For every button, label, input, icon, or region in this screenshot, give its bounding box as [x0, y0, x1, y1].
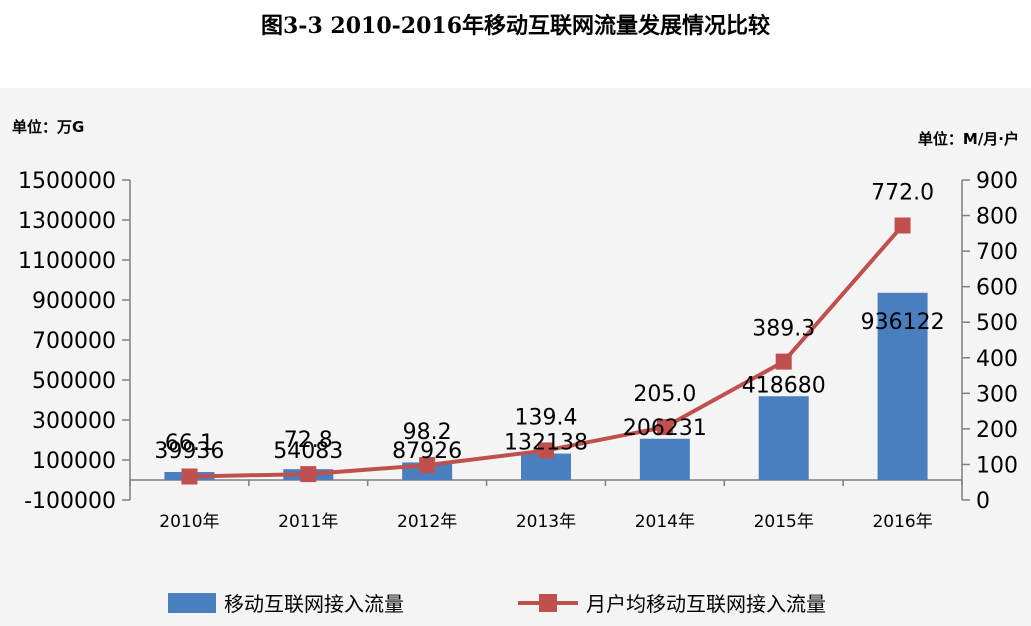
- line-point: [775, 353, 792, 370]
- legend-bar-swatch: [168, 592, 216, 613]
- x-tick-label: 2012年: [397, 512, 457, 532]
- bar: [639, 438, 690, 480]
- line-data-label: 72.8: [284, 428, 333, 453]
- right-axis-unit: 单位：M/月·户: [917, 130, 1019, 148]
- legend-bar-item: 移动互联网接入流量: [168, 588, 404, 617]
- chart-panel: [0, 88, 1031, 626]
- x-tick-label: 2013年: [516, 512, 576, 532]
- y-left-tick-label: 100000: [32, 449, 116, 474]
- line-data-label: 205.0: [633, 382, 696, 407]
- line-data-label: 772.0: [871, 181, 934, 206]
- chart-title: 图3-3 2010-2016年移动互联网流量发展情况比较: [261, 13, 770, 39]
- y-right-tick-label: 200: [976, 418, 1018, 443]
- bar: [877, 292, 928, 480]
- x-tick-label: 2010年: [159, 512, 219, 532]
- legend-bar-label: 移动互联网接入流量: [224, 592, 404, 616]
- left-axis-unit: 单位：万G: [12, 118, 85, 136]
- y-right-tick-label: 0: [976, 489, 990, 514]
- legend-line-item: 月户均移动互联网接入流量: [518, 588, 826, 617]
- bar-data-label: 132138: [504, 431, 588, 456]
- x-tick-label: 2014年: [635, 512, 695, 532]
- line-data-label: 66.1: [165, 431, 214, 456]
- line-data-label: 389.3: [752, 317, 815, 342]
- line-data-label: 139.4: [515, 405, 578, 430]
- x-tick-label: 2016年: [872, 512, 932, 532]
- y-right-tick-label: 300: [976, 382, 1018, 407]
- y-left-tick-label: -100000: [24, 489, 116, 514]
- bar-data-label: 87926: [392, 439, 462, 464]
- y-right-tick-label: 700: [976, 240, 1018, 265]
- bar-data-label: 39936: [154, 439, 224, 464]
- y-left-tick-label: 1500000: [18, 169, 116, 194]
- y-left-tick-label: 1300000: [18, 209, 116, 234]
- y-right-tick-label: 800: [976, 205, 1018, 230]
- line-point: [538, 442, 554, 459]
- line-point: [894, 217, 911, 234]
- line-point: [656, 419, 673, 436]
- y-left-tick-label: 700000: [32, 329, 116, 354]
- y-left-tick-label: 900000: [32, 289, 116, 314]
- line-point: [181, 468, 198, 485]
- legend-line-label: 月户均移动互联网接入流量: [586, 592, 826, 616]
- y-right-tick-label: 100: [976, 453, 1018, 478]
- y-left-tick-label: 300000: [32, 409, 116, 434]
- y-right-tick-label: 900: [976, 169, 1018, 194]
- y-right-tick-label: 500: [976, 311, 1018, 336]
- bar-data-label: 936122: [861, 310, 945, 335]
- y-right-tick-label: 600: [976, 276, 1018, 301]
- bar-data-label: 206231: [623, 416, 707, 441]
- bar: [758, 396, 809, 480]
- x-tick-label: 2015年: [754, 512, 814, 532]
- y-left-tick-label: 500000: [32, 369, 116, 394]
- y-right-tick-label: 400: [976, 347, 1018, 372]
- bar-data-label: 418680: [742, 373, 826, 398]
- x-tick-label: 2011年: [278, 512, 338, 532]
- legend-line-swatch: [518, 593, 578, 613]
- bar-data-label: 54083: [273, 439, 343, 464]
- line-point: [300, 466, 317, 483]
- line-point: [419, 457, 436, 474]
- line-data-label: 98.2: [403, 420, 452, 445]
- y-left-tick-label: 1100000: [18, 249, 116, 274]
